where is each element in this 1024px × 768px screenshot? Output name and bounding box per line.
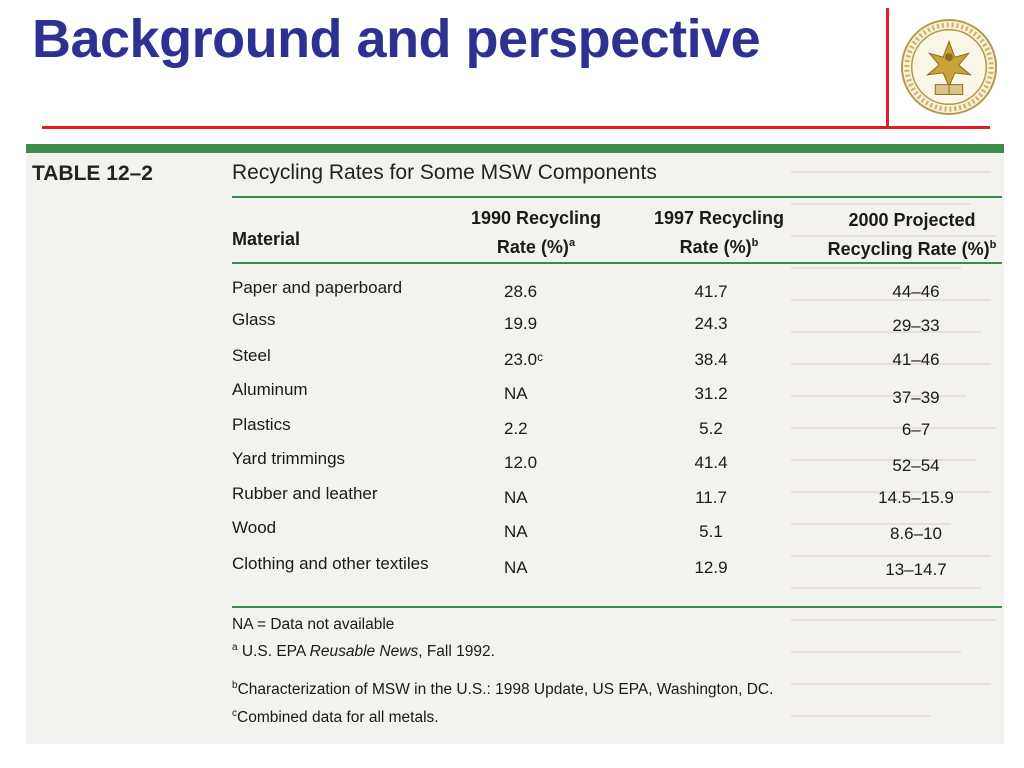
table-cell-1990: NA <box>504 488 528 507</box>
table-cell-2000: 29–33 <box>892 316 940 335</box>
table-header-rule-bottom <box>232 262 1002 264</box>
horizontal-accent-rule <box>42 126 990 129</box>
table-cell-1997: 5.2 <box>699 419 723 438</box>
column-header-1990: 1990 Recycling Rate (%)a <box>470 208 602 257</box>
table-cell-2000: 8.6–10 <box>890 524 942 543</box>
column-header-material: Material <box>232 229 301 249</box>
table-cell-1997: 31.2 <box>694 384 728 403</box>
table-cell-material: Clothing and other textiles <box>232 554 429 573</box>
table-cell-1990: 19.9 <box>504 314 538 333</box>
table-cell-1990: 12.0 <box>504 453 538 472</box>
bleed-through-background <box>791 171 996 717</box>
footnote-c: cCombined data for all metals. <box>232 708 439 727</box>
table-cell-2000: 41–46 <box>892 350 940 369</box>
footnote-b: bCharacterization of MSW in the U.S.: 19… <box>232 680 774 699</box>
scanned-table-image: TABLE 12–2 Recycling Rates for Some MSW … <box>26 144 1004 744</box>
table-footer-rule <box>232 606 1002 608</box>
table-cell-material: Wood <box>232 518 277 537</box>
table-cell-2000: 14.5–15.9 <box>878 488 954 507</box>
table-cell-material: Glass <box>232 310 276 329</box>
table-cell-1990: 2.2 <box>504 419 528 438</box>
table-cell-2000: 44–46 <box>892 282 940 301</box>
table-cell-1990: 28.6 <box>504 282 538 301</box>
table-cell-material: Steel <box>232 346 271 365</box>
table-top-bar <box>26 144 1004 153</box>
table-header-rule-top <box>232 196 1002 198</box>
table-cell-1990: NA <box>504 384 528 403</box>
table-cell-1997: 5.1 <box>699 522 723 541</box>
university-seal-icon <box>900 18 998 116</box>
table-cell-1997: 24.3 <box>694 314 728 333</box>
table-cell-1997: 41.4 <box>694 453 728 472</box>
slide-title: Background and perspective <box>32 9 761 69</box>
table-cell-1997: 12.9 <box>694 558 728 577</box>
table-label: TABLE 12–2 <box>32 162 153 185</box>
table-cell-1997: 41.7 <box>694 282 728 301</box>
column-header-1997: 1997 Recycling Rate (%)b <box>653 208 785 257</box>
table-cell-2000: 37–39 <box>892 388 940 407</box>
footnote-a: a U.S. EPA Reusable News, Fall 1992. <box>232 642 495 661</box>
table-cell-2000: 52–54 <box>892 456 940 475</box>
table-cell-material: Paper and paperboard <box>232 278 403 297</box>
table-cell-2000: 13–14.7 <box>885 560 947 579</box>
table-cell-material: Yard trimmings <box>232 449 346 468</box>
table-cell-material: Aluminum <box>232 380 308 399</box>
table-cell-1997: 11.7 <box>695 488 727 507</box>
table-cell-2000: 6–7 <box>901 420 931 439</box>
table-cell-material: Rubber and leather <box>232 484 378 503</box>
table-cell-1997: 38.4 <box>694 350 728 369</box>
table-cell-1990: NA <box>504 558 528 577</box>
vertical-accent-rule <box>886 8 889 126</box>
table-cell-1990: NA <box>504 522 528 541</box>
footnote-na: NA = Data not available <box>232 616 395 633</box>
table-caption: Recycling Rates for Some MSW Components <box>232 161 657 184</box>
table-cell-1990: 23.0ᶜ <box>504 350 544 369</box>
table-cell-material: Plastics <box>232 415 291 434</box>
column-header-2000: 2000 Projected Recycling Rate (%)b <box>827 210 997 259</box>
